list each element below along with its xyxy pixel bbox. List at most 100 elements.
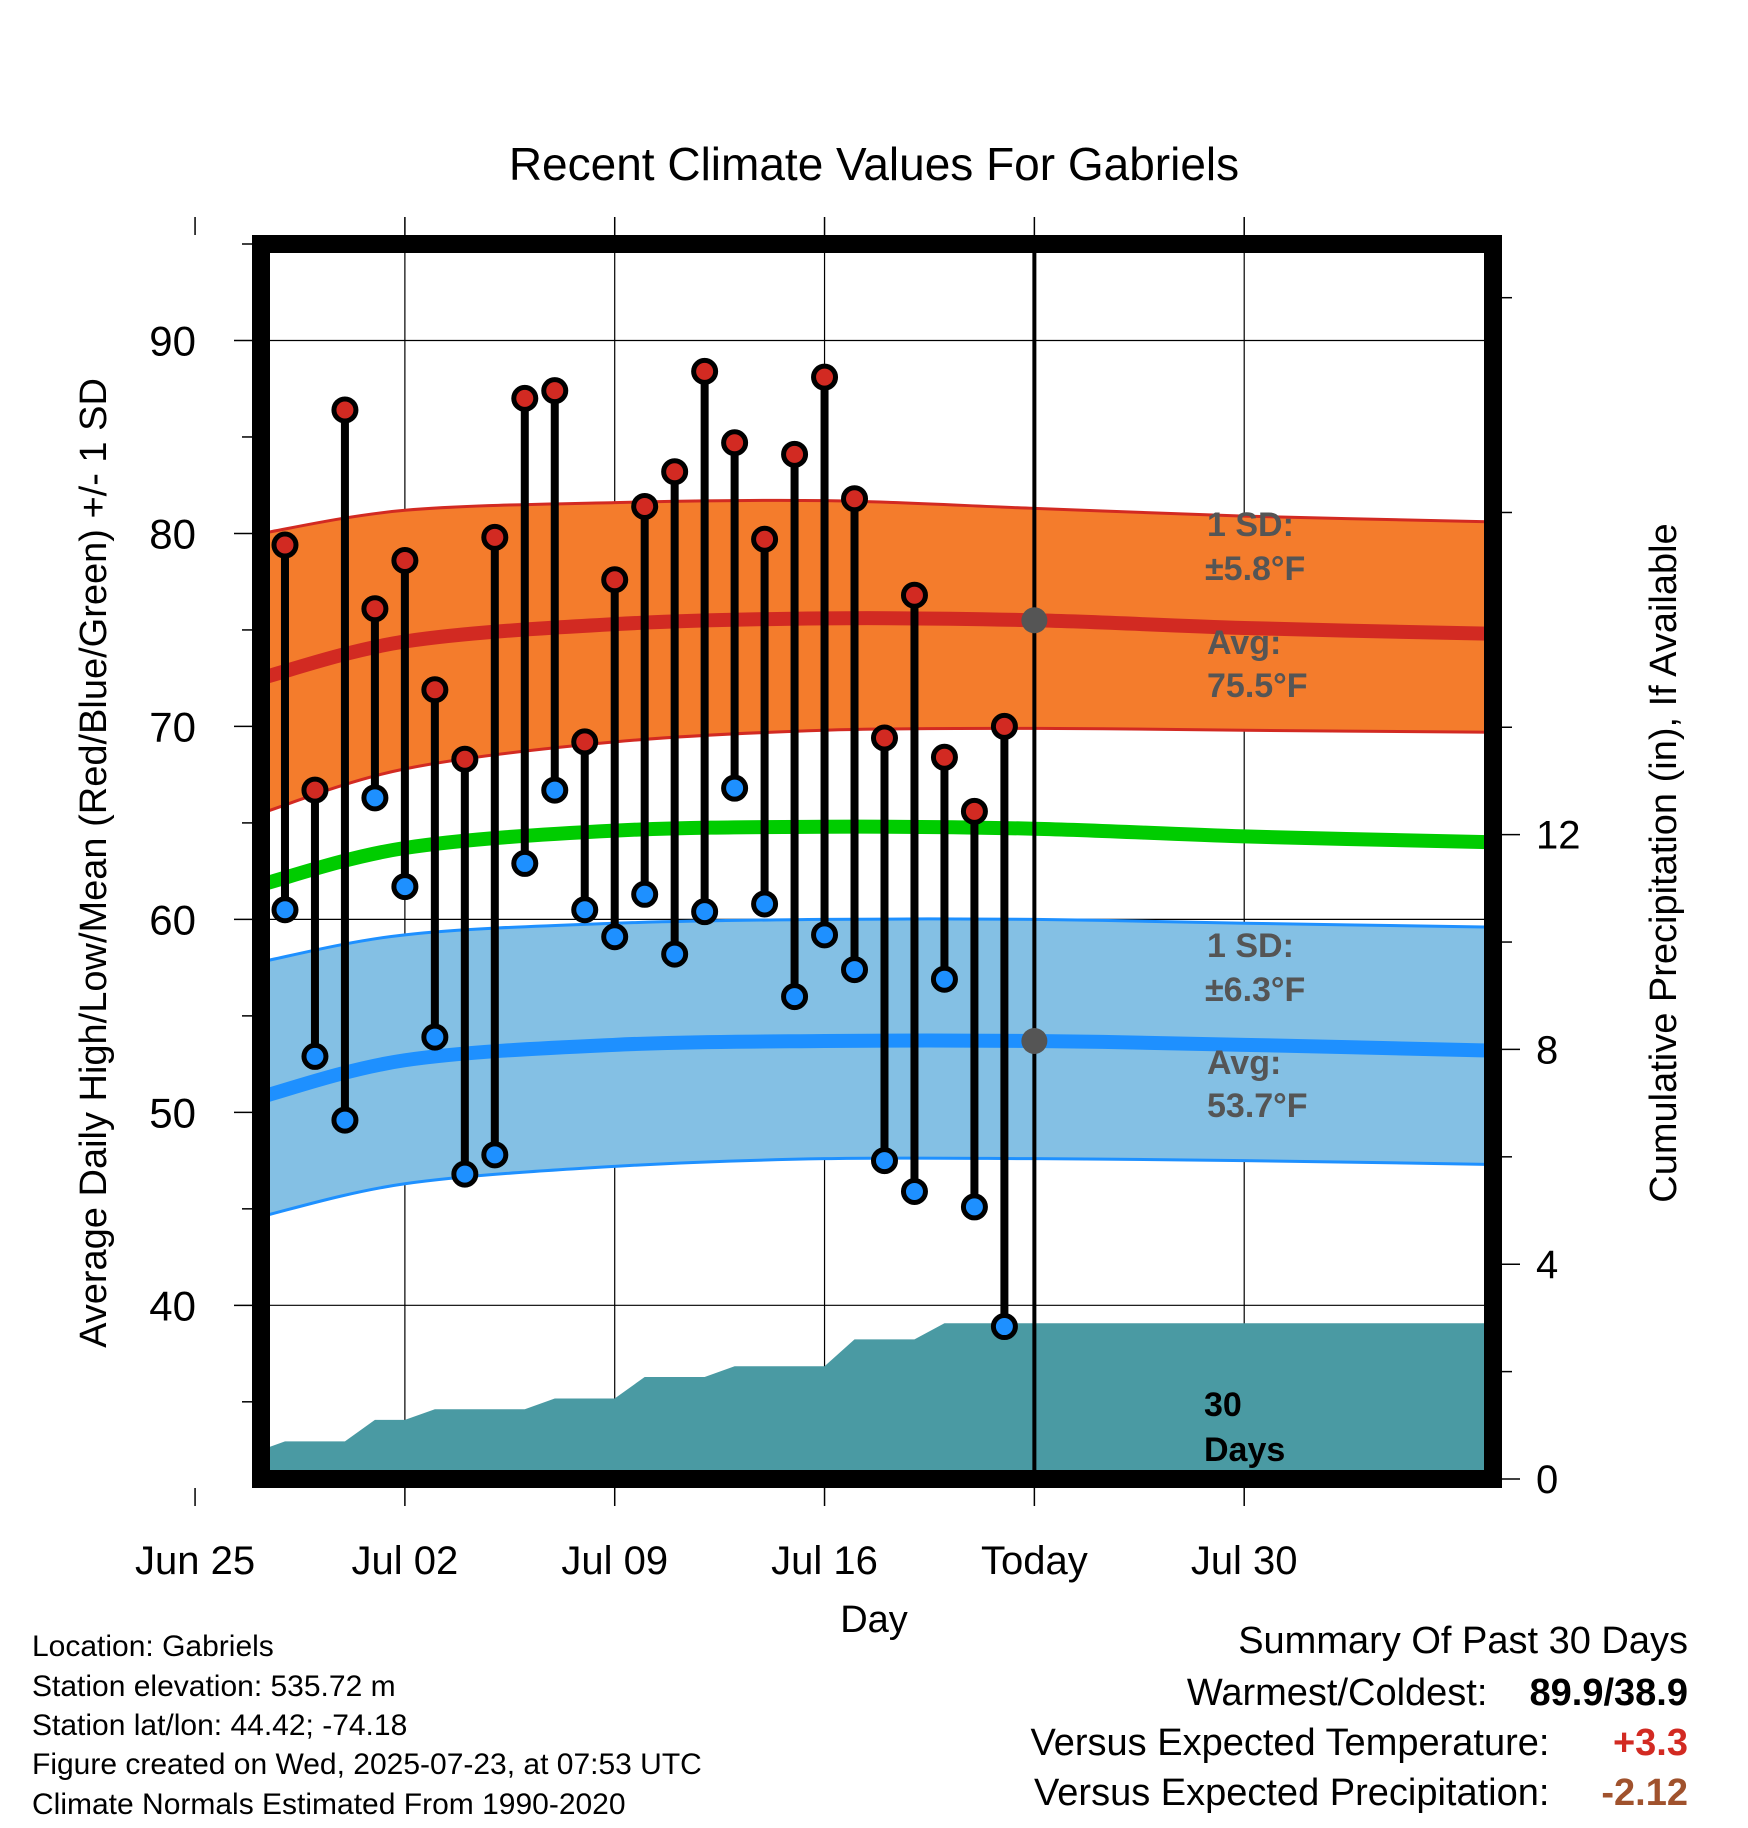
daily-low-point xyxy=(331,1106,359,1134)
daily-low-point xyxy=(391,873,419,901)
high-avg-marker xyxy=(1021,607,1048,634)
daily-low-point xyxy=(361,784,389,812)
high-avg-label: Avg: xyxy=(1207,624,1281,662)
y-left-tick-label: 80 xyxy=(149,510,196,557)
grid-lines xyxy=(261,244,1493,1479)
daily-high-point xyxy=(661,458,689,486)
daily-low-point xyxy=(481,1141,509,1169)
precip-area xyxy=(261,1323,1493,1479)
normals-text: Climate Normals Estimated From 1990-2020 xyxy=(32,1788,626,1821)
daily-high-point xyxy=(541,377,569,405)
daily-low-point xyxy=(751,890,779,918)
daily-low-point xyxy=(571,896,599,924)
x-tick-label: Jun 25 xyxy=(135,1539,255,1583)
y-right-tick-label: 0 xyxy=(1536,1458,1558,1502)
y-left-tick-label: 70 xyxy=(149,703,196,750)
daily-low-point xyxy=(184,984,206,1006)
daily-high-point xyxy=(214,787,236,809)
daily-low-point xyxy=(960,1193,988,1221)
daily-high-point xyxy=(331,396,359,424)
high-normal-line xyxy=(261,611,1493,685)
x-tick-label: Jul 09 xyxy=(561,1539,668,1583)
daily-low-point xyxy=(271,896,299,924)
daily-high-point xyxy=(124,331,146,353)
daily-high-point xyxy=(571,728,599,756)
latlon-text: Station lat/lon: 44.42; -74.18 xyxy=(32,1709,408,1742)
daily-high-point xyxy=(751,525,779,553)
y-left-tick-label: 90 xyxy=(149,317,196,364)
low-avg-label: Avg: xyxy=(1207,1044,1281,1082)
normal-bands xyxy=(261,498,1493,1219)
location-text: Location: Gabriels xyxy=(32,1630,274,1663)
daily-high-point xyxy=(271,531,299,559)
high-sd-band xyxy=(261,500,1493,814)
low-sd-band-upper-edge xyxy=(261,917,1493,964)
high-sd-band-upper-edge xyxy=(261,498,1493,535)
annotations: 1 SD: ±5.8°F Avg: 75.5°F 1 SD: ±6.3°F Av… xyxy=(1204,506,1308,1469)
y-right-tick-label: 8 xyxy=(1536,1028,1558,1072)
temp-value: +3.3 xyxy=(1612,1722,1688,1764)
daily-low-point xyxy=(990,1313,1018,1341)
x-tick-label: Jul 16 xyxy=(771,1539,878,1583)
daily-low-point xyxy=(661,940,689,968)
elevation-text: Station elevation: 535.72 m xyxy=(32,1670,396,1703)
daily-points xyxy=(124,331,1018,1341)
precip-row: Versus Expected Precipitation: -2.12 xyxy=(1034,1772,1688,1815)
summary-title: Summary Of Past 30 Days xyxy=(1238,1620,1688,1662)
plot-frame xyxy=(252,235,1502,1488)
daily-high-point xyxy=(811,363,839,391)
low-avg-value: 53.7°F xyxy=(1207,1087,1308,1125)
plot-area xyxy=(124,244,1493,1479)
axes: 40 50 60 70 80 90 0 4 8 12 Jun 25 Jul 02 Jul 09 Jul 1… xyxy=(135,217,1581,1583)
created-text: Figure created on Wed, 2025-07-23, at 07… xyxy=(32,1748,702,1781)
y-right-tick-label: 4 xyxy=(1536,1243,1558,1287)
x-tick-label: Jul 02 xyxy=(352,1539,459,1583)
daily-low-point xyxy=(511,849,539,877)
chart-title: Recent Climate Values For Gabriels xyxy=(509,138,1239,190)
daily-high-point xyxy=(481,523,509,551)
daily-high-point xyxy=(900,581,928,609)
daily-high-point xyxy=(870,724,898,752)
daily-high-point xyxy=(721,429,749,457)
low-sd-band-lower-edge xyxy=(261,1156,1493,1219)
daily-high-point xyxy=(631,492,659,520)
daily-low-point xyxy=(870,1147,898,1175)
y-left-tick-label: 40 xyxy=(149,1282,196,1329)
low-avg-marker xyxy=(1021,1027,1048,1054)
daily-low-point xyxy=(691,898,719,926)
y-right-tick-label: 12 xyxy=(1536,814,1581,858)
x-tick-label: Jul 30 xyxy=(1191,1539,1298,1583)
daily-high-point xyxy=(841,485,869,513)
warm-cold-value: 89.9/38.9 xyxy=(1529,1672,1688,1714)
days-number-label: 30 xyxy=(1204,1386,1242,1424)
y-axis-left-label: Average Daily High/Low/Mean (Red/Blue/Gr… xyxy=(73,378,115,1348)
mean-normal-line xyxy=(261,819,1493,892)
warm-cold-row: Warmest/Coldest: 89.9/38.9 xyxy=(1187,1672,1688,1715)
warm-cold-label: Warmest/Coldest: xyxy=(1186,1672,1488,1714)
daily-high-point xyxy=(361,595,389,623)
x-tick-label: Today xyxy=(981,1539,1088,1583)
low-sd-label: 1 SD: xyxy=(1207,927,1294,965)
daily-high-point xyxy=(391,546,419,574)
precipitation-area xyxy=(261,1323,1493,1479)
daily-low-point xyxy=(421,1023,449,1051)
daily-range-stems xyxy=(280,371,1009,1327)
daily-low-point xyxy=(900,1177,928,1205)
daily-low-point xyxy=(721,774,749,802)
daily-high-point xyxy=(451,745,479,773)
daily-low-point xyxy=(214,1146,236,1168)
temp-label: Versus Expected Temperature: xyxy=(1030,1722,1550,1764)
daily-high-point xyxy=(960,797,988,825)
daily-low-point xyxy=(541,776,569,804)
daily-low-point xyxy=(631,880,659,908)
y-left-tick-label: 50 xyxy=(149,1089,196,1136)
daily-high-point xyxy=(691,357,719,385)
daily-high-point xyxy=(990,712,1018,740)
daily-low-point xyxy=(781,983,809,1011)
high-sd-band-lower-edge xyxy=(261,726,1493,815)
daily-high-point xyxy=(511,384,539,412)
today-line xyxy=(1021,244,1048,1479)
daily-low-point xyxy=(451,1160,479,1188)
y-left-tick-label: 60 xyxy=(149,896,196,943)
daily-high-point xyxy=(301,776,329,804)
